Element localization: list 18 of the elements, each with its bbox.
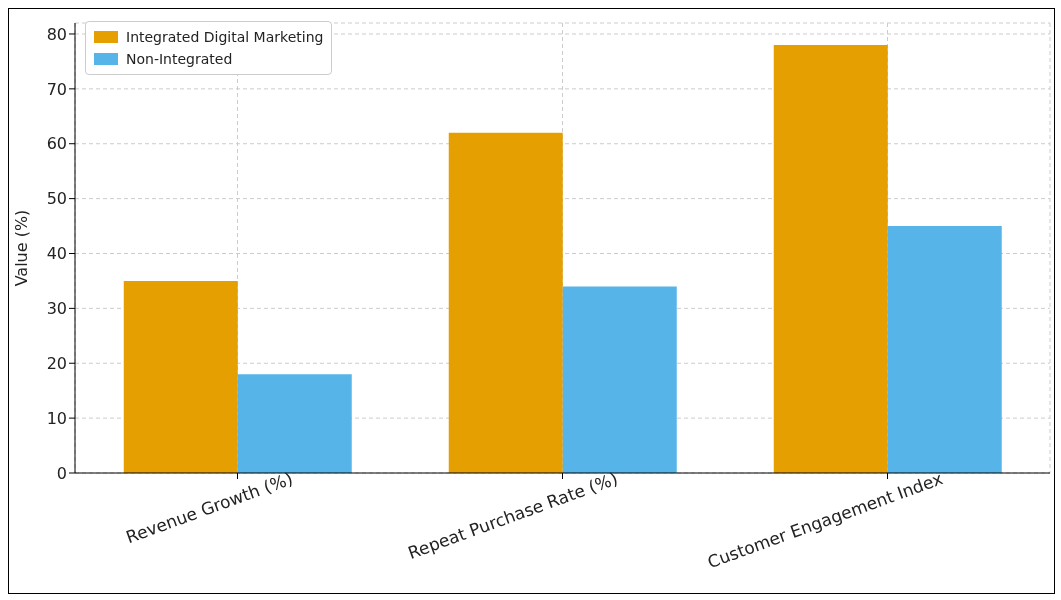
y-tick-label: 30 [46, 299, 67, 319]
y-tick-label: 80 [46, 24, 67, 44]
y-axis-title: Value (%) [11, 209, 31, 287]
y-tick-label: 10 [46, 408, 67, 428]
bar [448, 132, 563, 473]
bar [887, 226, 1002, 473]
y-tick-label: 50 [46, 189, 67, 209]
bar [562, 286, 677, 473]
y-tick-label: 40 [46, 244, 67, 264]
legend-label: Non-Integrated [126, 50, 233, 69]
y-tick-label: 20 [46, 353, 67, 373]
bar [773, 44, 888, 473]
legend-label: Integrated Digital Marketing [126, 28, 324, 47]
y-tick-label: 0 [56, 463, 67, 483]
bar [237, 374, 352, 473]
y-tick-label: 60 [46, 134, 67, 154]
y-tick-label: 70 [46, 79, 67, 99]
bar [123, 280, 238, 473]
